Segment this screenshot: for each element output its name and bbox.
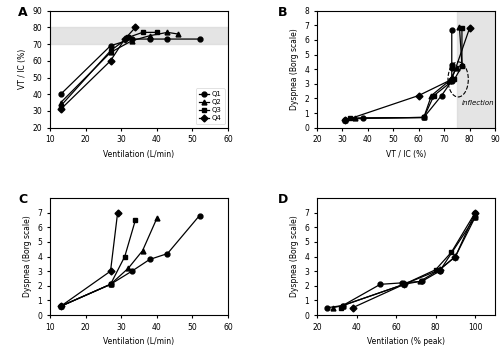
Y-axis label: Dyspnea (Borg scale): Dyspnea (Borg scale) [23, 216, 32, 297]
Q3 [140, 30, 145, 34]
Q2 [175, 32, 181, 36]
Line: Q4: Q4 [58, 25, 138, 112]
X-axis label: Ventilation (L/min): Ventilation (L/min) [104, 337, 174, 346]
Text: A: A [18, 6, 28, 19]
Q3 [58, 104, 64, 108]
Q2 [58, 101, 64, 105]
Y-axis label: VT / IC (%): VT / IC (%) [18, 49, 27, 89]
Y-axis label: Dyspnea (Borg scale): Dyspnea (Borg scale) [290, 28, 299, 110]
Q3 [126, 35, 132, 40]
Q1 [164, 37, 170, 41]
Line: Q3: Q3 [58, 30, 159, 108]
Q1 [146, 37, 152, 41]
Q1 [196, 37, 202, 41]
Bar [457, 11, 495, 128]
Q3 [108, 48, 114, 53]
Q4 [122, 37, 128, 41]
Bar [50, 27, 228, 44]
Legend: Q1, Q2, Q3, Q4: Q1, Q2, Q3, Q4 [196, 88, 224, 124]
Text: B: B [278, 6, 287, 19]
Q2 [129, 39, 135, 43]
Q1 [129, 37, 135, 41]
Text: C: C [18, 193, 27, 206]
X-axis label: Ventilation (L/min): Ventilation (L/min) [104, 150, 174, 159]
Q1 [58, 92, 64, 96]
Q4 [58, 107, 64, 112]
Text: D: D [278, 193, 288, 206]
Q4 [108, 59, 114, 63]
Q2 [108, 50, 114, 55]
Q2 [146, 34, 152, 38]
X-axis label: VT / IC (%): VT / IC (%) [386, 150, 426, 159]
X-axis label: Ventilation (% peak): Ventilation (% peak) [367, 337, 445, 346]
Q3 [154, 30, 160, 34]
Line: Q1: Q1 [58, 36, 202, 97]
Q2 [164, 30, 170, 34]
Q4 [132, 25, 138, 29]
Y-axis label: Dyspnea (Borg scale): Dyspnea (Borg scale) [290, 216, 299, 297]
Q1 [108, 44, 114, 48]
Line: Q2: Q2 [58, 30, 180, 105]
Text: inflection: inflection [462, 100, 494, 106]
